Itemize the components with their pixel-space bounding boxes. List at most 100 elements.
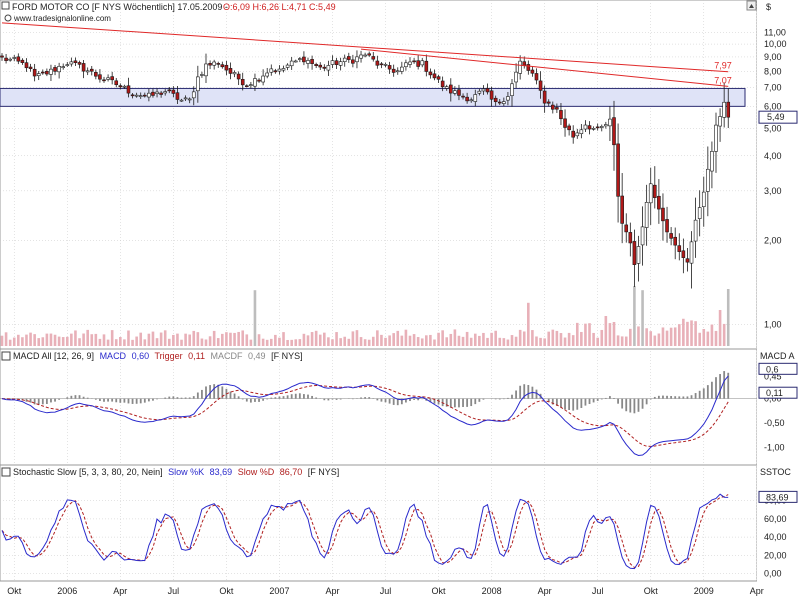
volume-bar <box>294 339 298 346</box>
volume-bar <box>82 333 85 346</box>
stochastic-tick-label: 20,00 <box>764 550 787 560</box>
stochastic-tick-label: 40,00 <box>764 532 787 542</box>
slow-k-line <box>1 493 729 570</box>
volume-bar <box>106 339 110 346</box>
volume-bar <box>494 330 497 346</box>
candle-body <box>306 60 310 64</box>
window-control-icon[interactable] <box>1 1 10 10</box>
candle-body <box>485 88 490 93</box>
volume-bar <box>449 333 453 346</box>
candle-body <box>12 57 17 59</box>
volume-bar <box>147 333 151 346</box>
candle-body <box>563 118 567 128</box>
volume-bar <box>159 332 163 346</box>
candle-body <box>404 62 408 68</box>
volume-bar <box>131 339 134 346</box>
volume-bar <box>584 323 587 346</box>
volume-bar <box>233 332 236 346</box>
candle-body <box>314 64 318 67</box>
volume-bar <box>677 324 681 346</box>
volume-bar <box>425 335 428 346</box>
macd-axis-label: MACD A <box>760 351 795 361</box>
volume-bar <box>371 336 375 346</box>
volume-bars <box>0 286 730 346</box>
candle-body <box>236 73 241 80</box>
trigger-line <box>1 384 729 447</box>
volume-bar <box>114 339 118 346</box>
candle-body <box>310 59 314 64</box>
time-tick-label: Okt <box>432 586 447 596</box>
volume-bar <box>135 336 138 346</box>
candle-body <box>706 168 710 192</box>
candle-body <box>620 195 624 224</box>
candle-body <box>269 68 274 73</box>
volume-bar <box>241 330 245 346</box>
candle-body <box>126 85 131 94</box>
volume-bar <box>176 333 179 346</box>
candle-body <box>567 125 571 131</box>
macdf-legend-value: 0,49 <box>248 351 266 361</box>
stochastic-axis-label: SSTOC <box>760 467 791 477</box>
candle-body <box>371 56 376 60</box>
slowd-legend-label: Slow %D <box>238 467 275 477</box>
candle-body <box>171 89 176 94</box>
volume-bar <box>624 336 628 346</box>
volume-bar <box>437 332 440 346</box>
candle-body <box>530 69 535 74</box>
candle-body <box>220 64 225 68</box>
candle-body <box>599 126 604 128</box>
candle-body <box>432 73 437 79</box>
price-panel[interactable] <box>0 0 758 350</box>
time-tick-label: Okt <box>219 586 234 596</box>
candle-body <box>424 60 429 72</box>
volume-bar <box>600 329 604 346</box>
volume-bar <box>127 330 130 346</box>
candle-body <box>497 101 502 104</box>
volume-bar <box>90 334 94 346</box>
candle-body <box>428 71 433 76</box>
volume-bar <box>596 337 599 346</box>
candle-body <box>444 86 449 89</box>
macd-panel-control[interactable] <box>1 351 11 361</box>
volume-bar <box>429 334 432 346</box>
candle-body <box>726 101 731 118</box>
last-price-marker <box>758 110 798 124</box>
globe-icon <box>4 14 12 22</box>
trendline-label: 7,97 <box>714 61 732 71</box>
candle-body <box>253 78 257 87</box>
candle-body <box>53 67 57 72</box>
volume-bar <box>8 339 12 346</box>
volume-bar <box>543 338 546 346</box>
trigger-legend-label: Trigger <box>154 351 182 361</box>
volume-bar <box>661 327 665 346</box>
price-tick-label: 1,00 <box>764 320 782 330</box>
candle-body <box>628 232 633 244</box>
candle-body <box>249 84 253 86</box>
time-tick-label: 2006 <box>57 586 77 596</box>
volume-bar <box>580 331 583 346</box>
volume-bar <box>539 337 542 346</box>
volume-bar <box>167 338 171 346</box>
candle-body <box>102 79 106 82</box>
volume-bar <box>33 334 36 346</box>
candle-body <box>510 83 514 96</box>
volume-bar <box>363 339 367 346</box>
volume-bar <box>592 332 595 346</box>
price-tick-label: 2,00 <box>764 235 782 245</box>
candle-body <box>0 55 4 58</box>
volume-bar <box>514 336 518 346</box>
candle-body <box>118 85 123 88</box>
volume-bar <box>567 332 571 346</box>
candle-body <box>583 124 588 130</box>
volume-bar <box>486 337 489 346</box>
candle-body <box>412 60 416 63</box>
candle-body <box>514 71 518 83</box>
source-label: www.tradesignalonline.com <box>13 14 111 23</box>
stochastic-panel-control[interactable] <box>1 467 11 477</box>
volume-bar <box>184 333 187 346</box>
stochastic-value-label: 83,69 <box>766 492 789 502</box>
volume-bar <box>433 339 436 346</box>
candle-body <box>595 126 600 129</box>
candle-body <box>408 61 412 65</box>
candle-body <box>636 246 641 264</box>
